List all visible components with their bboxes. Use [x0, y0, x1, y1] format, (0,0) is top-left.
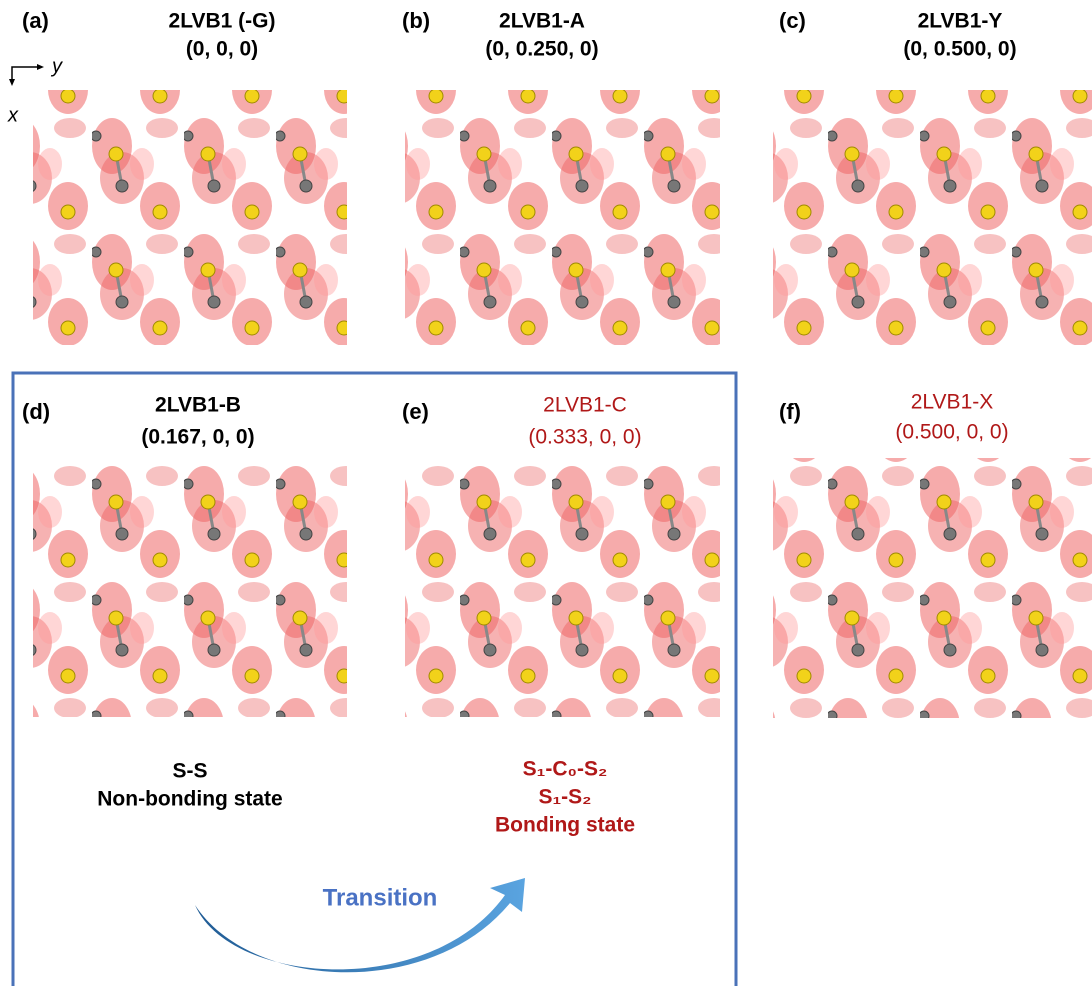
- axis-label: x: [7, 104, 19, 126]
- orbital-image: [405, 90, 720, 345]
- panel-label: (a): [22, 8, 49, 33]
- arrowhead: [9, 79, 15, 86]
- panel-coords: (0, 0.250, 0): [485, 38, 598, 61]
- orbital-image: [33, 90, 347, 345]
- panel-label: (c): [779, 8, 806, 33]
- panel-label: (f): [779, 399, 801, 424]
- state-note: Bonding state: [495, 814, 635, 837]
- panel-label: (d): [22, 399, 50, 424]
- figure: y x Transition (a) 2LVB1 (-G) (0, 0, 0) (b)…: [0, 0, 1092, 986]
- panel-label: (b): [402, 8, 430, 33]
- orbital-image: [33, 462, 347, 717]
- axis-lines: [12, 67, 40, 82]
- panel-title: 2LVB1 (-G): [169, 10, 276, 33]
- orbital-image: [773, 458, 1092, 718]
- state-note: S₁-S₂: [538, 786, 591, 809]
- panel-title: 2LVB1-C: [543, 394, 627, 417]
- panel-coords: (0, 0, 0): [186, 38, 258, 61]
- panel-title: 2LVB1-A: [499, 10, 585, 33]
- axis-label: y: [50, 55, 63, 77]
- panel-title: 2LVB1-B: [155, 394, 241, 417]
- orbital-image: [405, 462, 720, 717]
- panel-coords: (0.167, 0, 0): [141, 426, 254, 449]
- panel-label: (e): [402, 399, 429, 424]
- state-note: S₁-C₀-S₂: [523, 758, 608, 781]
- panel-coords: (0, 0.500, 0): [903, 38, 1016, 61]
- state-note: Non-bonding state: [97, 788, 282, 811]
- panel-coords: (0.333, 0, 0): [528, 426, 641, 449]
- arrowhead: [37, 64, 44, 70]
- panel-title: 2LVB1-X: [911, 391, 994, 414]
- orbital-image: [773, 90, 1092, 345]
- panel-coords: (0.500, 0, 0): [895, 421, 1008, 444]
- state-note: S-S: [172, 760, 207, 783]
- arrow-label: Transition: [323, 884, 438, 911]
- panel-title: 2LVB1-Y: [918, 10, 1003, 33]
